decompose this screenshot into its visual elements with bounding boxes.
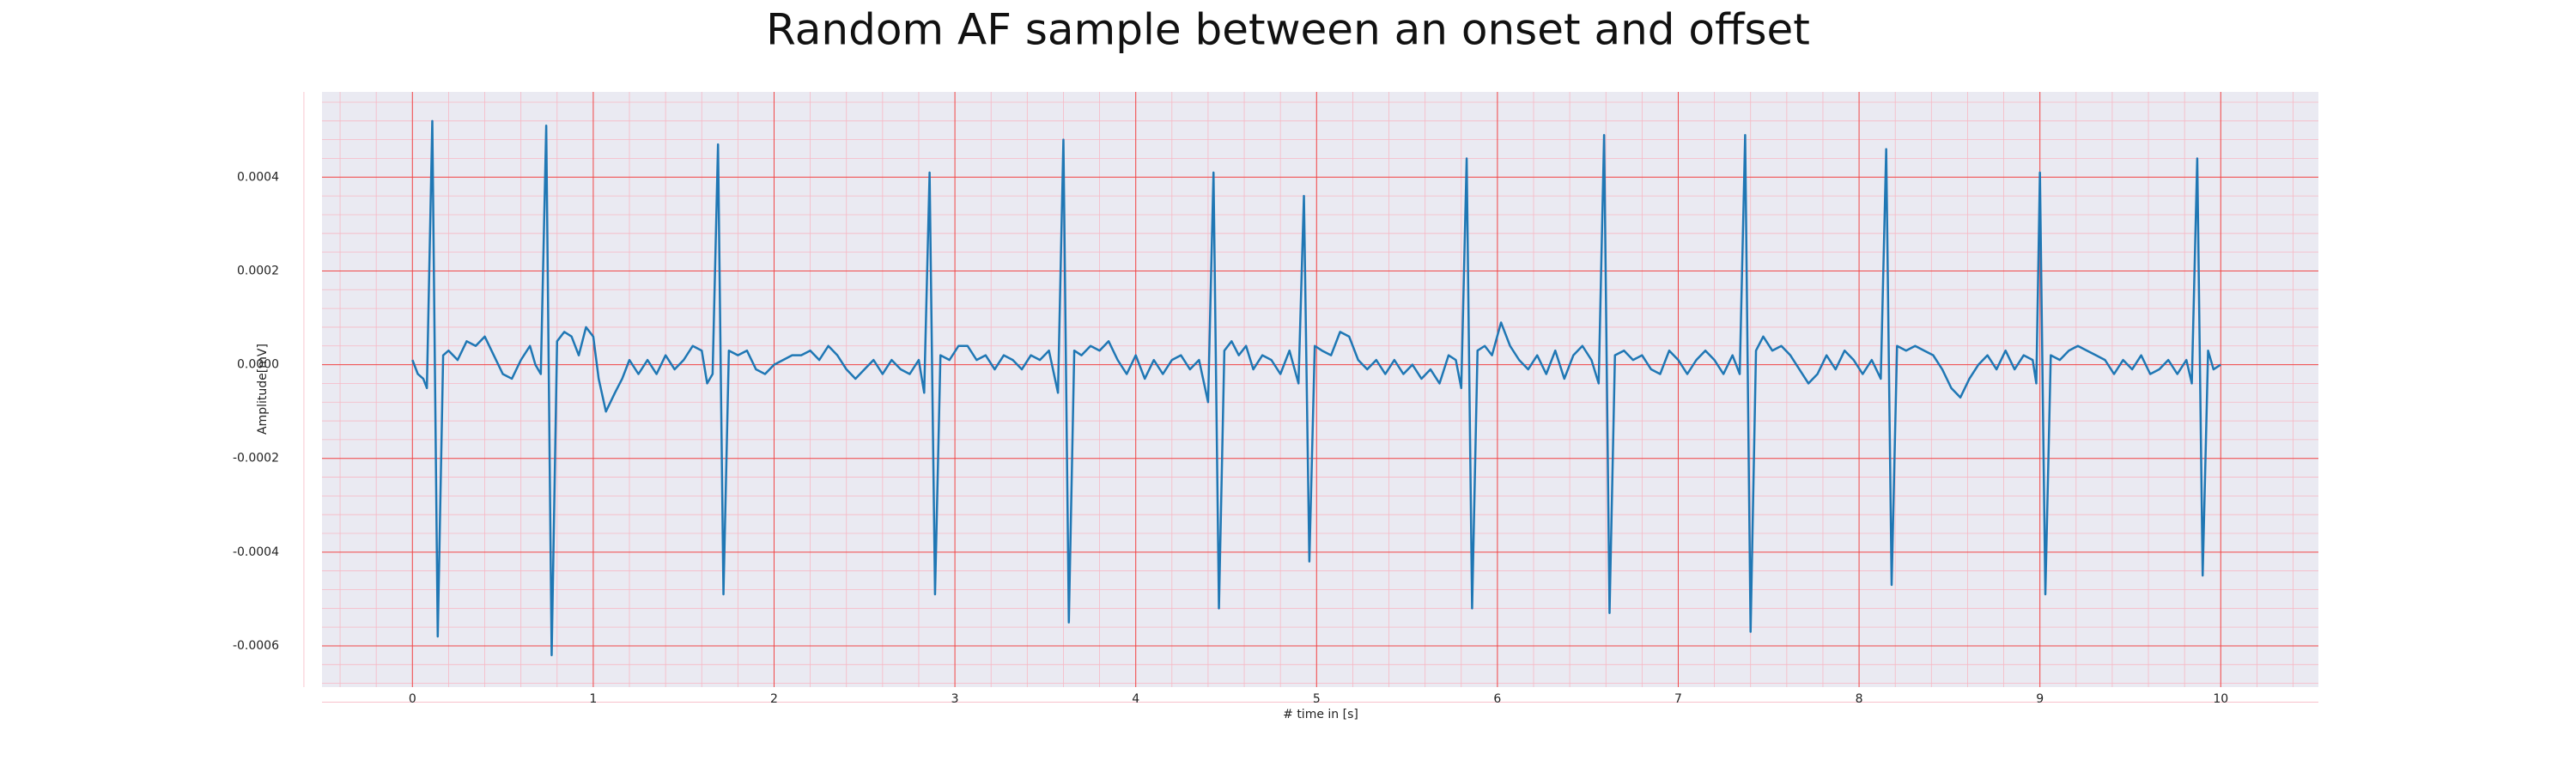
x-tick-label: 9 [2036, 692, 2044, 706]
x-axis-label: # time in [s] [1283, 708, 1358, 721]
x-tick-label: 6 [1493, 692, 1501, 706]
x-tick-label: 0 [409, 692, 416, 706]
chart-title: Random AF sample between an onset and of… [766, 5, 1810, 55]
y-axis-label: Amplitude[mV] [256, 344, 270, 435]
y-tick-label: 0.0004 [237, 170, 279, 184]
x-tick-label: 3 [951, 692, 959, 706]
x-tick-label: 4 [1132, 692, 1139, 706]
y-tick-label: -0.0002 [233, 452, 279, 466]
ecg-line [411, 119, 2221, 657]
x-tick-label: 2 [770, 692, 778, 706]
y-tick-label: 0.0000 [237, 358, 279, 372]
x-tick-label: 8 [1856, 692, 1863, 706]
x-tick-label: 7 [1674, 692, 1682, 706]
major-grid [322, 92, 2318, 687]
y-tick-label: -0.0004 [233, 545, 279, 559]
x-tick-label: 5 [1313, 692, 1321, 706]
x-tick-label: 10 [2213, 692, 2228, 706]
x-tick-label: 1 [589, 692, 597, 706]
y-tick-label: 0.0002 [237, 264, 279, 277]
y-tick-label: -0.0006 [233, 639, 279, 653]
plot-area [322, 92, 2318, 687]
